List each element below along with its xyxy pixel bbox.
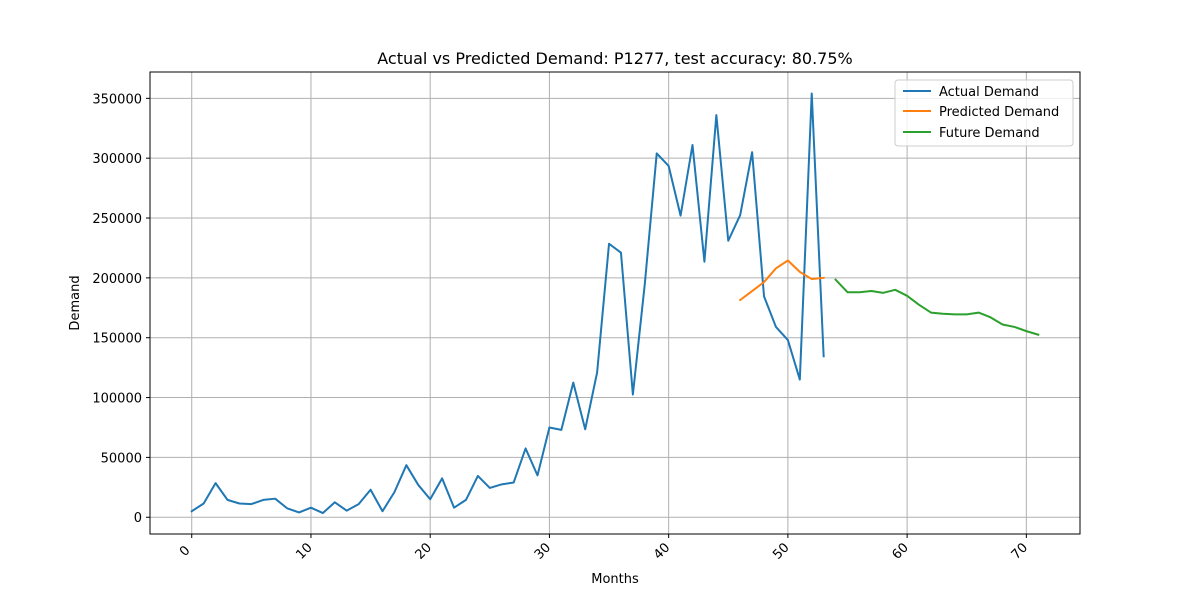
y-tick-label: 250000: [92, 212, 142, 227]
legend: Actual Demand Predicted Demand Future De…: [894, 79, 1074, 147]
y-tick-label: 300000: [92, 152, 142, 167]
x-tick-label: 20: [413, 540, 435, 562]
actual-demand-line: [190, 92, 825, 515]
x-tick-label: 70: [1009, 540, 1031, 562]
legend-label-actual: Actual Demand: [939, 85, 1039, 100]
x-tick-label: 30: [532, 540, 554, 562]
y-tick-label: 100000: [92, 392, 142, 407]
grid-lines: [150, 72, 1080, 534]
x-axis-label: Months: [591, 572, 639, 587]
legend-frame: [894, 79, 1074, 147]
x-tick-label: 10: [293, 540, 315, 562]
y-tick-label: 200000: [92, 272, 142, 287]
series-lines: [190, 92, 1040, 515]
future-demand-line: [834, 278, 1040, 336]
y-tick-label: 50000: [101, 451, 142, 466]
chart-title: Actual vs Predicted Demand: P1277, test …: [377, 49, 852, 68]
y-tick-label: 150000: [92, 332, 142, 347]
x-tick-label: 50: [770, 540, 792, 562]
x-axis-ticks: 0 10 20 30 40 50 60 70: [177, 534, 1031, 563]
y-tick-label: 0: [134, 511, 142, 526]
y-axis-ticks: 0 50000 100000 150000 200000 250000 300000 3500…: [92, 92, 150, 526]
legend-label-future: Future Demand: [939, 126, 1040, 141]
x-tick-label: 0: [177, 543, 193, 559]
x-tick-label: 60: [889, 540, 911, 562]
x-tick-label: 40: [651, 540, 673, 562]
plot-area-frame: [149, 71, 1081, 535]
y-tick-label: 350000: [92, 92, 142, 107]
predicted-demand-line: [738, 259, 825, 302]
legend-label-predicted: Predicted Demand: [939, 105, 1059, 120]
y-axis-label: Demand: [68, 275, 83, 330]
